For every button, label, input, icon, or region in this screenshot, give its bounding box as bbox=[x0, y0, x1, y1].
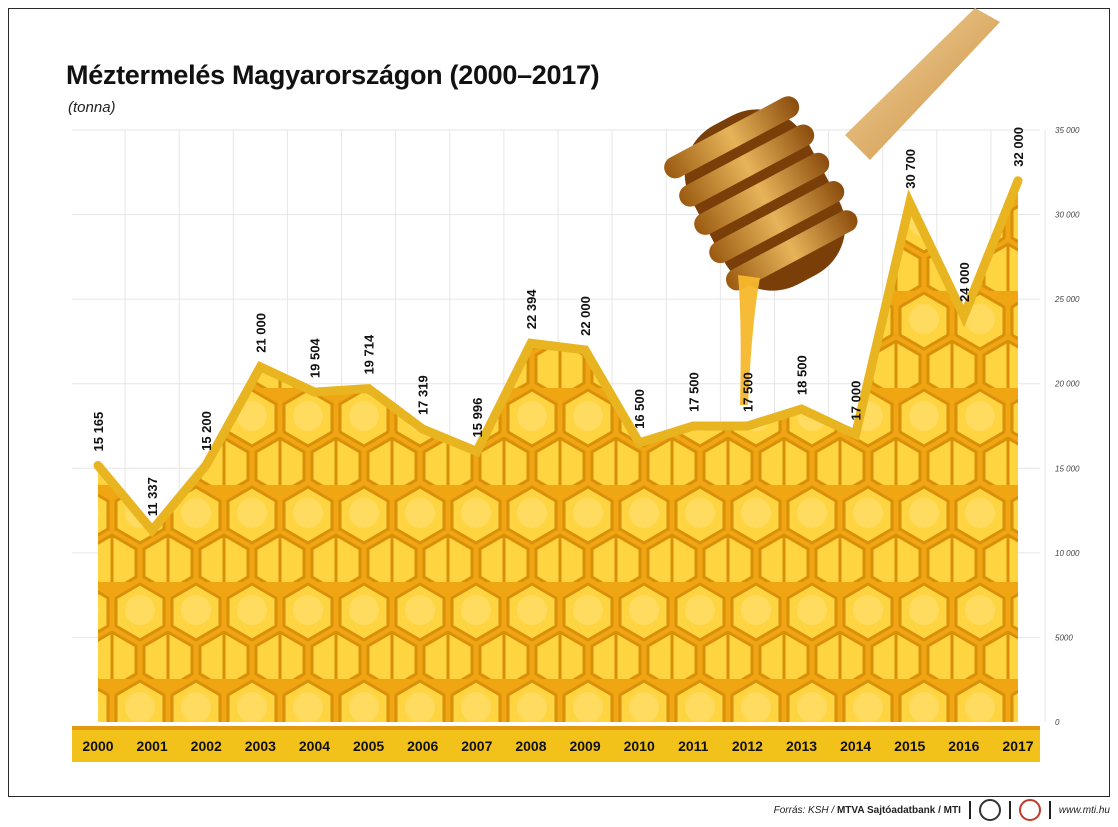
x-tick-label: 2012 bbox=[732, 738, 763, 754]
production-line bbox=[93, 176, 1023, 538]
value-label: 22 394 bbox=[524, 289, 539, 330]
source-credit: Forrás: KSH / MTVA Sajtóadatbank / MTI bbox=[773, 804, 961, 816]
data-point bbox=[367, 387, 370, 390]
value-label: 11 337 bbox=[145, 477, 160, 516]
x-tick-label: 2005 bbox=[353, 738, 384, 754]
value-label: 17 500 bbox=[686, 372, 701, 412]
x-tick-label: 2011 bbox=[678, 738, 709, 754]
x-axis-band bbox=[72, 726, 1040, 762]
data-point bbox=[746, 425, 749, 427]
data-point bbox=[854, 433, 857, 436]
x-tick-label: 2015 bbox=[894, 738, 925, 754]
y-tick-label: 5000 bbox=[1055, 633, 1073, 642]
x-tick-label: 2000 bbox=[82, 738, 113, 754]
data-point bbox=[97, 464, 99, 467]
x-axis: 2000 2001 2002 2003 2004 2005 2006 2007 2008 2009… bbox=[72, 726, 1040, 762]
x-tick-label: 2001 bbox=[137, 738, 168, 754]
y-tick-label: 30 000 bbox=[1055, 211, 1080, 220]
x-tick-label: 2006 bbox=[407, 738, 438, 754]
x-tick-label: 2007 bbox=[461, 738, 492, 754]
value-label: 15 200 bbox=[199, 411, 214, 451]
data-point bbox=[908, 201, 911, 204]
chart-unit-label: (tonna) bbox=[68, 99, 116, 116]
y-tick-label: 25 000 bbox=[1054, 295, 1080, 304]
value-label: 17 319 bbox=[416, 375, 431, 415]
value-label: 24 000 bbox=[957, 262, 972, 302]
honey-dipper-illustration bbox=[664, 8, 1000, 405]
mtva-logo-icon bbox=[978, 799, 1001, 821]
mti-logo-icon bbox=[1018, 799, 1041, 821]
x-tick-label: 2003 bbox=[245, 738, 276, 754]
series-line bbox=[93, 176, 1023, 538]
x-tick-label: 2014 bbox=[840, 738, 871, 754]
data-point bbox=[529, 342, 532, 345]
x-tick-label: 2016 bbox=[948, 738, 979, 754]
divider bbox=[968, 801, 971, 819]
value-label: 15 165 bbox=[91, 412, 106, 452]
area-fill bbox=[98, 180, 1018, 722]
x-tick-label: 2002 bbox=[191, 738, 222, 754]
data-point bbox=[313, 391, 316, 394]
data-point bbox=[259, 365, 262, 368]
value-label: 15 996 bbox=[470, 398, 485, 438]
value-label: 19 504 bbox=[307, 338, 322, 379]
divider bbox=[1008, 801, 1011, 819]
x-axis-band-edge bbox=[72, 726, 1040, 730]
data-point bbox=[205, 463, 208, 466]
data-point bbox=[475, 450, 478, 453]
value-label: 22 000 bbox=[578, 296, 593, 336]
x-tick-label: 2004 bbox=[299, 738, 330, 754]
y-tick-label: 20 000 bbox=[1054, 380, 1080, 389]
value-label: 17 500 bbox=[740, 372, 755, 412]
data-point bbox=[962, 315, 965, 318]
data-point bbox=[692, 425, 695, 427]
x-tick-label: 2017 bbox=[1002, 738, 1033, 754]
y-tick-label: 10 000 bbox=[1055, 549, 1080, 558]
value-label: 30 700 bbox=[903, 149, 918, 189]
divider bbox=[1048, 801, 1051, 819]
y-tick-label: 15 000 bbox=[1055, 464, 1080, 473]
data-point bbox=[1017, 179, 1019, 182]
y-tick-label: 0 bbox=[1055, 718, 1060, 727]
footer-credits: Forrás: KSH / MTVA Sajtóadatbank / MTI w… bbox=[774, 796, 1110, 824]
x-tick-label: 2013 bbox=[786, 738, 817, 754]
data-point bbox=[638, 441, 641, 444]
data-point bbox=[421, 428, 424, 431]
y-axis: 0 5000 10 000 15 000 20 000 25 000 30 000 35 00… bbox=[1054, 126, 1080, 727]
value-label: 19 714 bbox=[362, 334, 377, 375]
data-point bbox=[151, 529, 154, 532]
y-tick-label: 35 000 bbox=[1055, 126, 1080, 135]
value-label: 32 000 bbox=[1011, 127, 1026, 167]
website-link[interactable]: www.mti.hu bbox=[1058, 804, 1110, 816]
x-tick-label: 2010 bbox=[624, 738, 655, 754]
data-point bbox=[584, 348, 587, 351]
x-tick-label: 2008 bbox=[515, 738, 546, 754]
value-label: 18 500 bbox=[795, 355, 810, 395]
x-tick-label: 2009 bbox=[569, 738, 600, 754]
value-labels: 15 165 11 337 15 200 21 000 19 504 19 714 17 3… bbox=[91, 127, 1026, 516]
honeycomb-area bbox=[98, 180, 1018, 722]
value-label: 17 000 bbox=[849, 381, 864, 421]
chart-title: Méztermelés Magyarországon (2000–2017) bbox=[66, 60, 600, 90]
data-point bbox=[800, 408, 803, 411]
value-label: 21 000 bbox=[253, 313, 268, 353]
value-label: 16 500 bbox=[632, 389, 647, 429]
